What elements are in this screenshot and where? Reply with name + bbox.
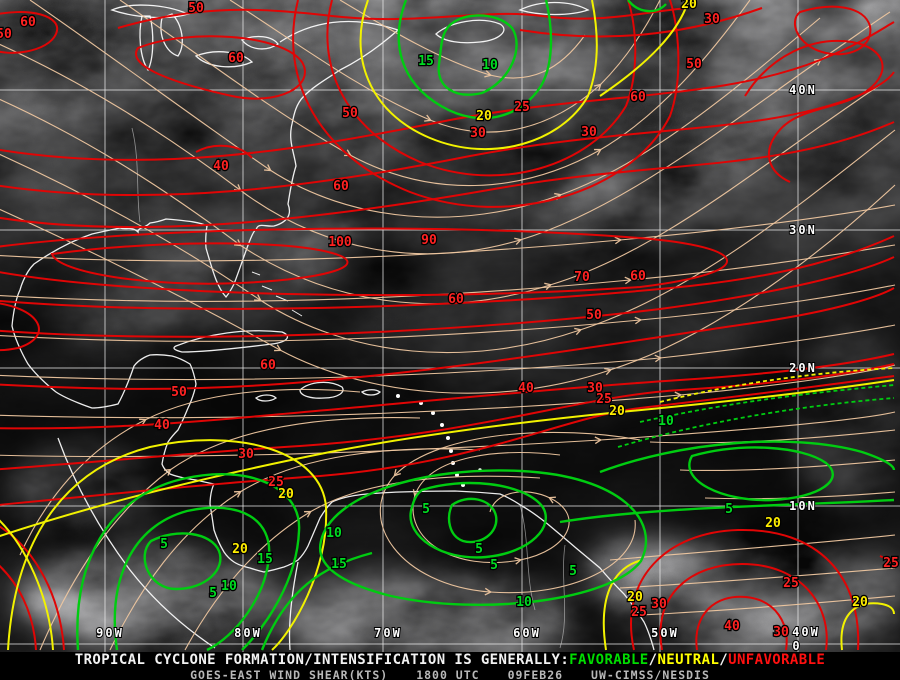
separator-slash: / bbox=[648, 652, 658, 668]
latitude-label: 0 bbox=[792, 639, 801, 652]
contour-label: 40 bbox=[154, 418, 170, 433]
grid-coordinate-labels: 40N 30N 20N 10N 0 90W 80W 70W 60W 50W 40W bbox=[95, 82, 820, 652]
contour-label: 10 bbox=[221, 579, 237, 594]
contour-label: 10 bbox=[658, 414, 674, 429]
contour-label: 20 bbox=[852, 595, 868, 610]
statement-text: TROPICAL CYCLONE FORMATION/INTENSIFICATI… bbox=[74, 652, 570, 668]
contour-label: 25 bbox=[783, 576, 799, 591]
contour-label: 20 bbox=[627, 590, 643, 605]
contour-label: 60 bbox=[260, 358, 276, 373]
neutral-label: NEUTRAL bbox=[657, 652, 720, 668]
longitude-label: 70W bbox=[374, 626, 402, 640]
contour-label: 50 bbox=[586, 308, 602, 323]
longitude-label: 60W bbox=[513, 626, 541, 640]
contour-label: 30 bbox=[587, 381, 603, 396]
contour-label: 50 bbox=[342, 106, 358, 121]
contour-label: 5 bbox=[725, 502, 733, 517]
contour-label: 20 bbox=[278, 487, 294, 502]
caption-bar: TROPICAL CYCLONE FORMATION/INTENSIFICATI… bbox=[0, 652, 900, 680]
contour-label: 15 bbox=[331, 557, 347, 572]
longitude-label: 90W bbox=[96, 626, 124, 640]
contour-label: 70 bbox=[574, 270, 590, 285]
contour-label: 25 bbox=[514, 100, 530, 115]
contour-label: 5 bbox=[569, 564, 577, 579]
contour-label: 60 bbox=[333, 179, 349, 194]
latitude-label: 40N bbox=[789, 83, 817, 97]
product-name: GOES-EAST WIND SHEAR(KTS) bbox=[190, 668, 389, 680]
contour-label: 15 bbox=[257, 552, 273, 567]
longitude-label: 50W bbox=[651, 626, 679, 640]
contour-label: 40 bbox=[724, 619, 740, 634]
contour-label: 5 bbox=[475, 542, 483, 557]
contour-label: 15 bbox=[418, 54, 434, 69]
contour-label: 20 bbox=[681, 0, 697, 12]
contour-label: 20 bbox=[609, 404, 625, 419]
contour-label: 90 bbox=[421, 233, 437, 248]
contour-label: 40 bbox=[213, 159, 229, 174]
contour-label: 10 bbox=[326, 526, 342, 541]
contour-label: 25 bbox=[631, 605, 647, 620]
latitude-label: 30N bbox=[789, 223, 817, 237]
contour-label: 10 bbox=[482, 58, 498, 73]
contour-label: 30 bbox=[238, 447, 254, 462]
contour-label: 25 bbox=[596, 392, 612, 407]
contour-label: 50 bbox=[686, 57, 702, 72]
longitude-label: 80W bbox=[234, 626, 262, 640]
contour-label: 50 bbox=[0, 27, 12, 42]
contour-label: 60 bbox=[630, 90, 646, 105]
contour-label: 60 bbox=[448, 292, 464, 307]
valid-time: 1800 UTC bbox=[416, 668, 480, 680]
favorable-label: FAVORABLE bbox=[569, 652, 649, 668]
unfavorable-label: UNFAVORABLE bbox=[728, 652, 826, 668]
valid-date: 09FEB26 bbox=[507, 668, 564, 680]
favorability-statement: TROPICAL CYCLONE FORMATION/INTENSIFICATI… bbox=[0, 652, 900, 668]
contour-label: 25 bbox=[883, 556, 899, 571]
contour-label: 60 bbox=[20, 15, 36, 30]
longitude-label: 40W bbox=[792, 625, 820, 639]
latitude-label: 10N bbox=[789, 499, 817, 513]
contour-label: 60 bbox=[228, 51, 244, 66]
shear-contours bbox=[0, 0, 896, 652]
latitude-label: 20N bbox=[789, 361, 817, 375]
contour-label: 5 bbox=[209, 586, 217, 601]
contour-label: 30 bbox=[773, 625, 789, 640]
product-info-line: GOES-EAST WIND SHEAR(KTS) 1800 UTC 09FEB26… bbox=[0, 668, 900, 680]
contour-label: 5 bbox=[160, 537, 168, 552]
contour-label: 20 bbox=[765, 516, 781, 531]
contour-label: 60 bbox=[630, 269, 646, 284]
contour-label: 30 bbox=[704, 12, 720, 27]
contour-label: 20 bbox=[476, 109, 492, 124]
contour-label: 30 bbox=[651, 597, 667, 612]
contour-label: 10 bbox=[516, 595, 532, 610]
credit: UW-CIMSS/NESDIS bbox=[591, 668, 710, 680]
contour-label: 25 bbox=[268, 475, 284, 490]
contour-label: 5 bbox=[422, 502, 430, 517]
contour-label: 100 bbox=[328, 235, 352, 250]
contour-label: 50 bbox=[188, 1, 204, 16]
contour-label: 30 bbox=[470, 126, 486, 141]
contour-label: 20 bbox=[232, 542, 248, 557]
contour-label: 40 bbox=[518, 381, 534, 396]
contour-label: 30 bbox=[581, 125, 597, 140]
contour-label: 5 bbox=[490, 558, 498, 573]
contour-label: 50 bbox=[171, 385, 187, 400]
coastlines bbox=[11, 1, 655, 651]
separator-slash: / bbox=[719, 652, 729, 668]
